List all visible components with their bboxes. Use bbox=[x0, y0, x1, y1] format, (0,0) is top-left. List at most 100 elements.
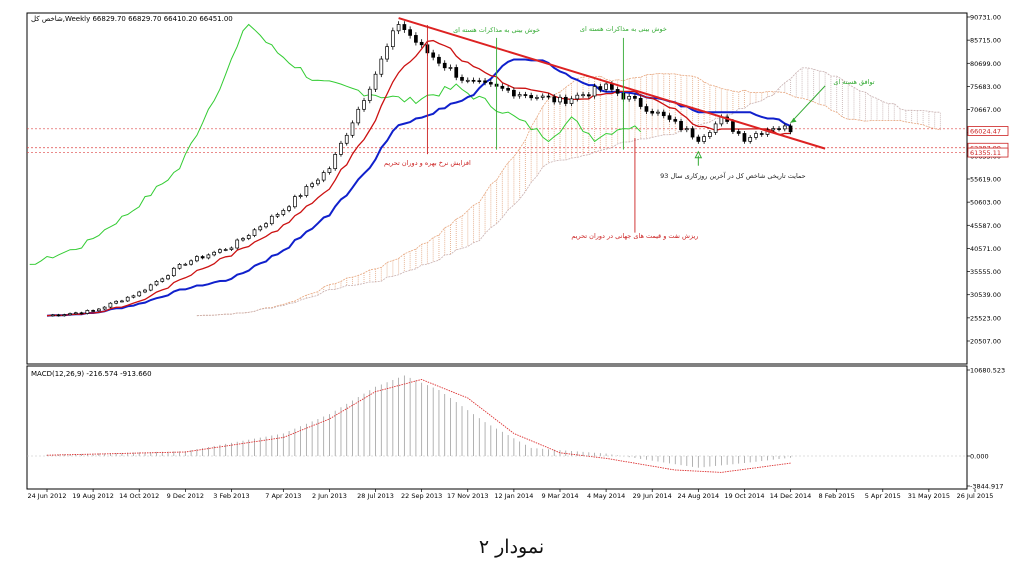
x-tick-label: 19 Oct 2014 bbox=[724, 492, 764, 500]
candle-body bbox=[442, 62, 447, 69]
senkou-span-b bbox=[196, 67, 941, 317]
candle-body bbox=[633, 95, 637, 99]
x-tick-label: 8 Feb 2015 bbox=[819, 492, 855, 500]
price-tag bbox=[967, 126, 1009, 136]
x-tick-label: 24 Aug 2014 bbox=[678, 492, 720, 500]
candle-body bbox=[488, 82, 493, 85]
candle-body bbox=[563, 96, 568, 104]
candle-body bbox=[788, 125, 793, 133]
x-tick-label: 19 Aug 2012 bbox=[72, 492, 114, 500]
candle-body bbox=[241, 238, 245, 241]
candle-body bbox=[287, 206, 291, 211]
y-tick-label: 85715.00 bbox=[970, 37, 1001, 45]
x-tick-label: 12 Jan 2014 bbox=[494, 492, 533, 500]
candle-body bbox=[661, 111, 666, 117]
candle-body bbox=[298, 195, 303, 197]
senkou-span-a bbox=[196, 73, 941, 317]
annotation-text: حمایت تاریخی شاخص کل در آخرین روزکاری سا… bbox=[660, 171, 806, 180]
candle-body bbox=[512, 89, 516, 97]
macd-title: MACD(12,26,9) -216.574 -913.660 bbox=[31, 370, 152, 378]
candle-body bbox=[114, 300, 119, 304]
candle-body bbox=[131, 295, 136, 298]
annotation-arrowhead bbox=[694, 150, 703, 159]
candle-body bbox=[385, 46, 389, 60]
y-tick-label: 25523.00 bbox=[970, 314, 1001, 322]
candle-body bbox=[465, 79, 470, 82]
macd-pane bbox=[26, 365, 968, 490]
candle-body bbox=[183, 263, 188, 266]
annotation-arrow bbox=[790, 85, 826, 124]
candle-body bbox=[293, 196, 297, 208]
macd-y-tick-label: 0.000 bbox=[970, 453, 989, 461]
candle-body bbox=[684, 128, 689, 131]
candle-body bbox=[777, 128, 781, 130]
candle-body bbox=[708, 132, 712, 137]
candle-body bbox=[212, 251, 217, 256]
tenkan-sen bbox=[46, 39, 791, 317]
candle-body bbox=[690, 128, 695, 138]
figure-caption: نمودار ۲ bbox=[478, 536, 545, 558]
candle-body bbox=[477, 80, 482, 83]
candle-body bbox=[598, 86, 603, 90]
candle-body bbox=[171, 267, 176, 277]
candle-body bbox=[604, 83, 608, 90]
x-tick-label: 5 Apr 2015 bbox=[865, 492, 901, 500]
candle-body bbox=[569, 98, 574, 104]
candle-body bbox=[782, 125, 787, 130]
price-tag-label: 61355.11 bbox=[970, 149, 1001, 157]
candle-body bbox=[79, 312, 84, 315]
candle-body bbox=[431, 52, 436, 58]
candle-body bbox=[535, 97, 539, 99]
candle-body bbox=[679, 120, 683, 131]
y-tick-label: 30539.00 bbox=[970, 291, 1001, 299]
x-tick-label: 14 Oct 2012 bbox=[119, 492, 159, 500]
annotation-text: خوش بینی به مذاکرات هسته ای bbox=[453, 26, 540, 34]
macd-histogram bbox=[27, 375, 967, 473]
x-tick-label: 22 Sep 2013 bbox=[401, 492, 442, 500]
x-tick-label: 7 Apr 2013 bbox=[265, 492, 301, 500]
candle-body bbox=[108, 302, 113, 308]
candle-body bbox=[166, 275, 170, 280]
x-tick-label: 9 Dec 2012 bbox=[167, 492, 204, 500]
candle-body bbox=[281, 210, 286, 215]
candle-body bbox=[62, 314, 67, 317]
candle-body bbox=[742, 133, 747, 142]
y-tick-label: 45587.00 bbox=[970, 222, 1001, 230]
candle-body bbox=[402, 24, 407, 31]
trendline bbox=[398, 17, 826, 150]
candle-body bbox=[650, 111, 655, 114]
candle-body bbox=[552, 96, 557, 103]
candle-body bbox=[350, 122, 355, 136]
candle-body bbox=[229, 247, 234, 250]
x-tick-label: 26 Jul 2015 bbox=[957, 492, 994, 500]
y-tick-label: 75683.00 bbox=[970, 83, 1001, 91]
candle-body bbox=[91, 310, 95, 312]
candle-body bbox=[333, 154, 338, 170]
candle-body bbox=[414, 35, 418, 43]
candle-body bbox=[373, 73, 378, 90]
candle-body bbox=[771, 128, 776, 131]
candle-body bbox=[667, 115, 672, 120]
candle-body bbox=[408, 29, 412, 36]
candle-body bbox=[120, 300, 124, 303]
candle-body bbox=[269, 215, 274, 225]
annotation-text: خوش بینی به مذاکرات هسته ای bbox=[580, 25, 667, 33]
candle-body bbox=[759, 133, 764, 135]
price-tag-label: 66024.47 bbox=[970, 127, 1001, 135]
candle-body bbox=[218, 249, 222, 253]
candle-body bbox=[264, 223, 268, 228]
chikou-span bbox=[29, 23, 642, 265]
macd-signal-line bbox=[46, 379, 791, 473]
candle-body bbox=[102, 306, 107, 310]
candle-body bbox=[581, 94, 585, 97]
price-axis: 90731.00 85715.00 80699.00 75683.00 70667.00… bbox=[967, 14, 1001, 346]
candle-body bbox=[137, 291, 142, 297]
candle-body bbox=[85, 310, 90, 314]
macd-axis: 10680.523 0.000 -3844.917 bbox=[967, 367, 1005, 491]
candle-body bbox=[316, 179, 320, 185]
candle-body bbox=[339, 142, 343, 155]
candle-body bbox=[454, 67, 459, 78]
x-tick-label: 2 Jun 2013 bbox=[312, 492, 347, 500]
candle-body bbox=[638, 98, 643, 107]
